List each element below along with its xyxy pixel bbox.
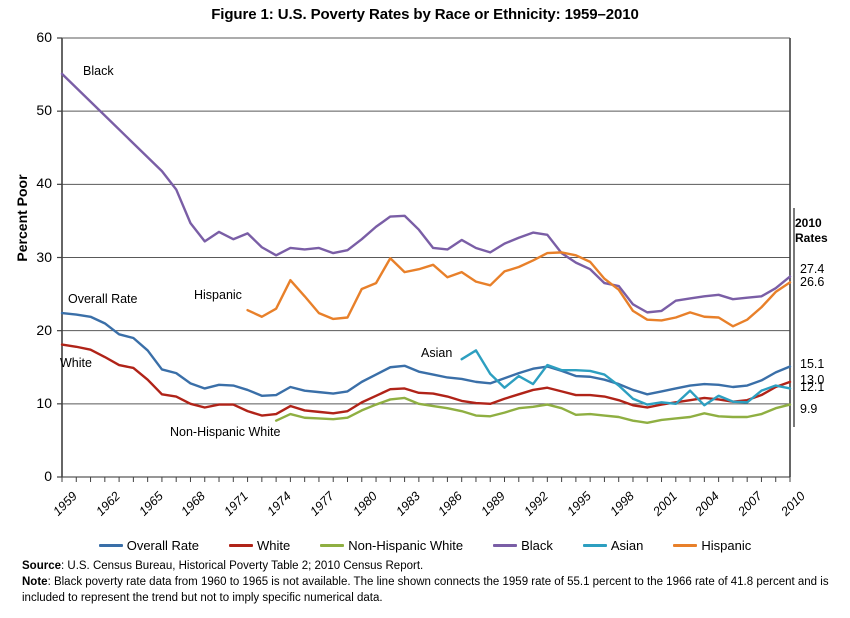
source-text: : U.S. Census Bureau, Historical Poverty… bbox=[61, 560, 424, 572]
series-line-overall-rate bbox=[60, 311, 792, 397]
inline-label-overall-rate: Overall Rate bbox=[68, 292, 138, 306]
legend-swatch-icon bbox=[493, 543, 518, 547]
legend-item-white[interactable]: White bbox=[228, 537, 291, 553]
series-line-black bbox=[60, 72, 792, 314]
rate-value-hispanic: 26.6 bbox=[800, 275, 825, 290]
y-tick-label-40: 40 bbox=[36, 175, 52, 192]
y-tick-label-60: 60 bbox=[36, 29, 52, 45]
inline-label-white: White bbox=[60, 356, 92, 370]
figure-notes: Source: U.S. Census Bureau, Historical P… bbox=[22, 558, 834, 606]
y-tick-label-10: 10 bbox=[36, 394, 52, 411]
y-tick-label-30: 30 bbox=[36, 248, 52, 265]
y-tick-label-20: 20 bbox=[36, 321, 52, 338]
series-line-hispanic bbox=[246, 251, 792, 328]
rates-heading-line2: Rates bbox=[795, 231, 828, 245]
note-text: : Black poverty rate data from 1960 to 1… bbox=[22, 576, 829, 604]
rate-value-non-hispanic-white: 9.9 bbox=[800, 401, 818, 416]
legend-label: Hispanic bbox=[701, 537, 752, 553]
legend-item-overall-rate[interactable]: Overall Rate bbox=[98, 537, 199, 553]
rates-panel-heading: 2010 Rates bbox=[795, 216, 849, 246]
legend-swatch-icon bbox=[320, 543, 345, 547]
plot-area: Percent Poor 0 10 20 30 40 50 60 1959 1962 1965 19… bbox=[14, 29, 808, 519]
chart-title: Figure 1: U.S. Poverty Rates by Race or … bbox=[211, 6, 639, 23]
rate-value-overall-rate: 15.1 bbox=[800, 356, 825, 371]
legend-label: Asian bbox=[610, 537, 644, 553]
chart-svg bbox=[57, 37, 795, 482]
legend-label: White bbox=[256, 537, 291, 553]
legend-swatch-icon bbox=[582, 543, 607, 547]
inline-label-asian: Asian bbox=[421, 346, 453, 360]
chart-legend: Overall Rate White Non-Hispanic White Black… bbox=[0, 533, 850, 557]
inline-label-hispanic: Hispanic bbox=[194, 288, 242, 302]
legend-label: Non-Hispanic White bbox=[348, 537, 464, 553]
data-note: Note: Black poverty rate data from 1960 … bbox=[22, 574, 834, 606]
legend-swatch-icon bbox=[673, 543, 698, 547]
source-label: Source bbox=[22, 560, 61, 572]
legend-item-black[interactable]: Black bbox=[493, 538, 553, 553]
legend-swatch-icon bbox=[228, 543, 253, 547]
series-line-non-hispanic-white bbox=[274, 396, 792, 425]
rates-heading-line1: 2010 bbox=[795, 216, 822, 230]
note-label: Note bbox=[22, 576, 48, 588]
series-line-asian bbox=[460, 349, 792, 407]
inline-label-black: Black bbox=[83, 64, 114, 78]
y-tick-label-0: 0 bbox=[44, 468, 52, 484]
source-note: Source: U.S. Census Bureau, Historical P… bbox=[22, 558, 834, 574]
legend-item-asian[interactable]: Asian bbox=[582, 537, 644, 553]
legend-swatch-icon bbox=[98, 543, 123, 547]
y-tick-label-50: 50 bbox=[36, 102, 52, 119]
inline-label-non-hispanic-white: Non-Hispanic White bbox=[170, 425, 281, 439]
legend-item-hispanic[interactable]: Hispanic bbox=[673, 538, 751, 553]
rate-value-white: 13.0 bbox=[800, 372, 825, 387]
rate-value-black: 27.4 bbox=[800, 261, 825, 276]
legend-label: Overall Rate bbox=[126, 537, 199, 553]
legend-item-non-hispanic-white[interactable]: Non-Hispanic White bbox=[320, 538, 463, 553]
rate-value-asian: 12.1 bbox=[800, 380, 825, 395]
legend-label: Black bbox=[521, 537, 553, 553]
